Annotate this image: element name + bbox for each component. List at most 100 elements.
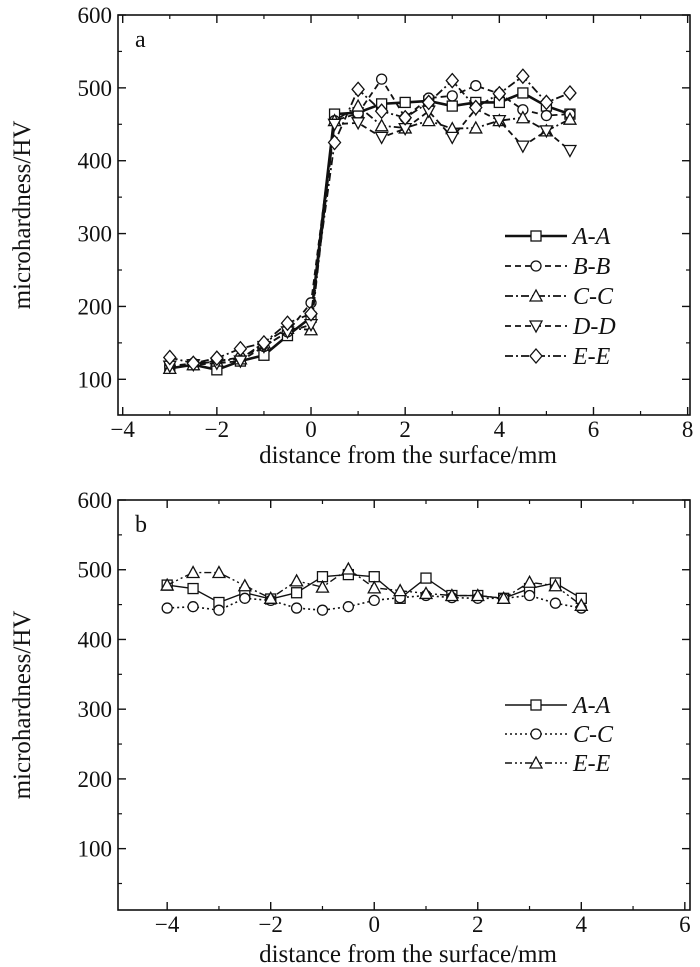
data-point (468, 120, 483, 134)
data-point (290, 602, 303, 614)
data-point (290, 587, 303, 599)
data-point (327, 134, 342, 151)
series-E-E (160, 561, 589, 611)
data-point (374, 118, 389, 132)
y-tick-label: 200 (78, 294, 113, 319)
data-point (549, 597, 562, 609)
x-tick-label: −2 (258, 912, 282, 937)
panel-label: b (135, 512, 147, 538)
data-point (445, 72, 460, 89)
x-tick-label: −4 (155, 912, 180, 937)
legend: A-A B-B C-C D-D E-E (505, 224, 616, 370)
y-tick-label: 400 (78, 627, 113, 652)
data-point (233, 340, 248, 357)
data-point (539, 125, 554, 139)
data-point (516, 68, 530, 85)
legend-label: D-D (572, 314, 616, 340)
data-point (239, 592, 251, 604)
data-point (374, 103, 389, 120)
data-point (368, 571, 380, 583)
series-line (169, 91, 571, 372)
x-tick-label: 0 (368, 912, 380, 937)
x-tick-label: −4 (110, 417, 135, 442)
data-point (304, 305, 318, 322)
data-point (398, 109, 413, 126)
y-tick-label: 600 (78, 488, 113, 513)
data-point (187, 601, 199, 613)
data-point (315, 579, 330, 593)
legend-marker (530, 260, 542, 272)
x-tick-label: −2 (205, 417, 229, 442)
legend-label: A-A (571, 693, 611, 719)
data-point (470, 80, 482, 92)
y-tick-label: 200 (78, 767, 113, 792)
data-point (393, 583, 408, 597)
legend-label: B-B (573, 254, 611, 280)
data-point (161, 602, 173, 614)
y-tick-label: 100 (78, 367, 113, 392)
panel-a: −4 −2 0 2 4 6 8 100 200 300 400 500 600 distance from… (9, 3, 693, 469)
data-point (210, 350, 224, 367)
x-tick-label: 8 (682, 417, 694, 442)
data-point (492, 85, 507, 102)
plot-frame (117, 14, 691, 416)
legend-marker (528, 288, 544, 302)
data-point (446, 100, 458, 112)
data-point (280, 315, 295, 332)
y-tick-label: 300 (78, 697, 113, 722)
data-point (496, 590, 511, 604)
x-axis-label: distance from the surface/mm (259, 442, 557, 469)
data-point (327, 118, 342, 132)
series-line (169, 107, 571, 368)
data-point (257, 334, 271, 351)
data-point (289, 573, 304, 587)
data-point (574, 597, 589, 611)
x-tick-label: 6 (588, 417, 600, 442)
legend-marker (528, 755, 544, 769)
legend-marker (528, 320, 544, 334)
series-D-D (162, 103, 578, 374)
x-tick-label: 0 (305, 417, 317, 442)
data-point (342, 601, 355, 613)
x-tick-label: 6 (679, 912, 691, 937)
x-tick-label: 4 (494, 417, 506, 442)
y-tick-label: 600 (78, 3, 113, 28)
data-point (211, 565, 227, 579)
data-point (420, 572, 432, 584)
legend-label: E-E (572, 344, 611, 370)
data-point (515, 140, 530, 154)
data-point (563, 84, 577, 101)
series-line (167, 594, 582, 611)
data-point (374, 131, 389, 145)
data-point (160, 577, 175, 591)
data-point (375, 73, 388, 85)
data-point (187, 582, 199, 595)
x-tick-label: 2 (399, 417, 411, 442)
data-point (523, 589, 536, 602)
y-tick-label: 100 (78, 837, 113, 862)
data-point (162, 349, 177, 366)
y-axis-label: microhardness/HV (9, 611, 36, 800)
data-point (470, 588, 485, 602)
series-E-E (162, 68, 577, 372)
data-point (492, 114, 507, 129)
data-point (237, 578, 252, 592)
panel-b: −4 −2 0 2 4 6 100 200 300 400 500 600 distance from … (9, 488, 691, 967)
data-point (351, 81, 365, 98)
series-line (169, 77, 571, 368)
data-point (316, 604, 329, 616)
data-point (522, 574, 537, 588)
legend-marker (530, 728, 542, 740)
data-point (445, 131, 460, 145)
legend-marker (530, 699, 542, 711)
y-tick-label: 500 (78, 76, 113, 101)
series-C-C (161, 589, 587, 616)
data-point (185, 565, 201, 579)
legend-marker (529, 348, 543, 364)
y-tick-label: 500 (78, 558, 113, 583)
legend: A-A C-C E-E (505, 693, 614, 777)
data-point (540, 109, 553, 122)
data-point (446, 90, 458, 102)
legend-label: A-A (571, 224, 611, 250)
